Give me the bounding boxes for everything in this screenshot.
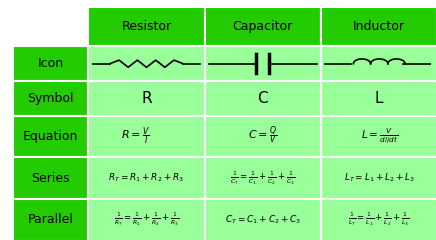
FancyBboxPatch shape [13,46,89,81]
Text: $C = \frac{Q}{V}$: $C = \frac{Q}{V}$ [248,125,278,147]
Text: Parallel: Parallel [28,213,74,226]
FancyBboxPatch shape [204,115,321,157]
Text: $R = \frac{V}{I}$: $R = \frac{V}{I}$ [121,126,150,147]
FancyBboxPatch shape [321,7,436,46]
Text: $L = \frac{V}{di/dt}$: $L = \frac{V}{di/dt}$ [361,126,398,146]
Text: $\frac{1}{L_T} = \frac{1}{L_1} + \frac{1}{L_2} + \frac{1}{L_3}$: $\frac{1}{L_T} = \frac{1}{L_1} + \frac{1… [348,211,410,228]
Text: Icon: Icon [37,57,64,70]
FancyBboxPatch shape [13,7,89,46]
FancyBboxPatch shape [204,199,321,240]
Text: Series: Series [31,172,70,185]
FancyBboxPatch shape [89,157,204,199]
FancyBboxPatch shape [89,81,204,115]
Text: Inductor: Inductor [353,20,405,33]
FancyBboxPatch shape [204,46,321,81]
FancyBboxPatch shape [13,157,89,199]
Text: Resistor: Resistor [122,20,172,33]
Text: $\frac{1}{C_T} = \frac{1}{C_1} + \frac{1}{C_2} + \frac{1}{C_3}$: $\frac{1}{C_T} = \frac{1}{C_1} + \frac{1… [230,169,296,187]
FancyBboxPatch shape [13,199,89,240]
FancyBboxPatch shape [89,7,204,46]
FancyBboxPatch shape [204,7,321,46]
FancyBboxPatch shape [89,199,204,240]
Text: $R_T = R_1 + R_2 + R_3$: $R_T = R_1 + R_2 + R_3$ [109,172,184,184]
FancyBboxPatch shape [89,115,204,157]
FancyBboxPatch shape [321,46,436,81]
FancyBboxPatch shape [321,157,436,199]
Text: $C_T = C_1 + C_2 + C_3$: $C_T = C_1 + C_2 + C_3$ [225,213,301,226]
Text: Equation: Equation [23,130,78,143]
Text: C: C [258,91,268,106]
FancyBboxPatch shape [321,81,436,115]
Text: $\frac{1}{R_T} = \frac{1}{R_1} + \frac{1}{R_2} + \frac{1}{R_3}$: $\frac{1}{R_T} = \frac{1}{R_1} + \frac{1… [114,211,179,228]
FancyBboxPatch shape [13,115,89,157]
FancyBboxPatch shape [89,115,204,157]
Text: $L_T = L_1 + L_2 + L_3$: $L_T = L_1 + L_2 + L_3$ [344,172,415,184]
Text: Capacitor: Capacitor [233,20,293,33]
FancyBboxPatch shape [89,46,204,81]
Text: R: R [141,91,152,106]
Text: Symbol: Symbol [27,92,74,105]
FancyBboxPatch shape [321,115,436,157]
FancyBboxPatch shape [204,157,321,199]
FancyBboxPatch shape [13,81,89,115]
FancyBboxPatch shape [204,81,321,115]
Text: L: L [375,91,384,106]
FancyBboxPatch shape [321,199,436,240]
